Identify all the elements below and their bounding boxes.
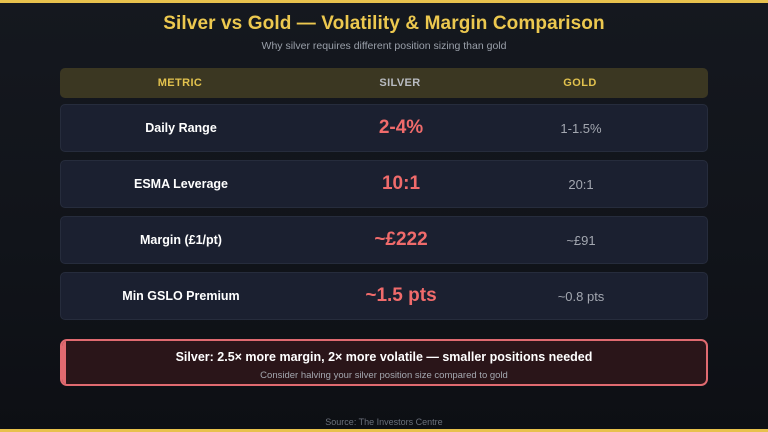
source-note: Source: The Investors Centre [325,417,443,427]
column-header-metric: METRIC [157,77,203,89]
top-accent-bar [0,0,768,3]
table-row-esma-leverage: ESMA Leverage 10:1 20:1 [60,160,708,208]
table-header: METRIC SILVER GOLD [60,68,708,98]
silver-value: 10:1 [381,173,421,194]
metric-label: Margin (£1/pt) [140,233,222,247]
metric-label: ESMA Leverage [133,177,229,191]
gold-value: 1-1.5% [560,120,602,136]
metric-label: Daily Range [145,121,217,135]
silver-value: ~1.5 pts [365,285,437,306]
gold-value: ~£91 [566,232,596,248]
callout-title: Silver: 2.5× more margin, 2× more volati… [175,350,593,364]
table-row-daily-range: Daily Range 2-4% 1-1.5% [60,104,708,152]
gold-value: 20:1 [568,176,594,192]
page-title: Silver vs Gold — Volatility & Margin Com… [163,13,605,34]
column-header-silver: SILVER [379,77,421,89]
bottom-accent-bar [0,429,768,432]
page-subtitle: Why silver requires different position s… [261,40,507,52]
warning-callout: Silver: 2.5× more margin, 2× more volati… [60,339,708,386]
silver-value: 2-4% [378,117,424,138]
gold-value: ~0.8 pts [557,288,605,304]
callout-accent-bar [62,341,66,384]
table-row-margin: Margin (£1/pt) ~£222 ~£91 [60,216,708,264]
table-row-min-gslo-premium: Min GSLO Premium ~1.5 pts ~0.8 pts [60,272,708,320]
silver-value: ~£222 [374,229,428,250]
callout-subtitle: Consider halving your silver position si… [260,370,508,381]
metric-label: Min GSLO Premium [122,289,240,303]
column-header-gold: GOLD [563,77,597,89]
